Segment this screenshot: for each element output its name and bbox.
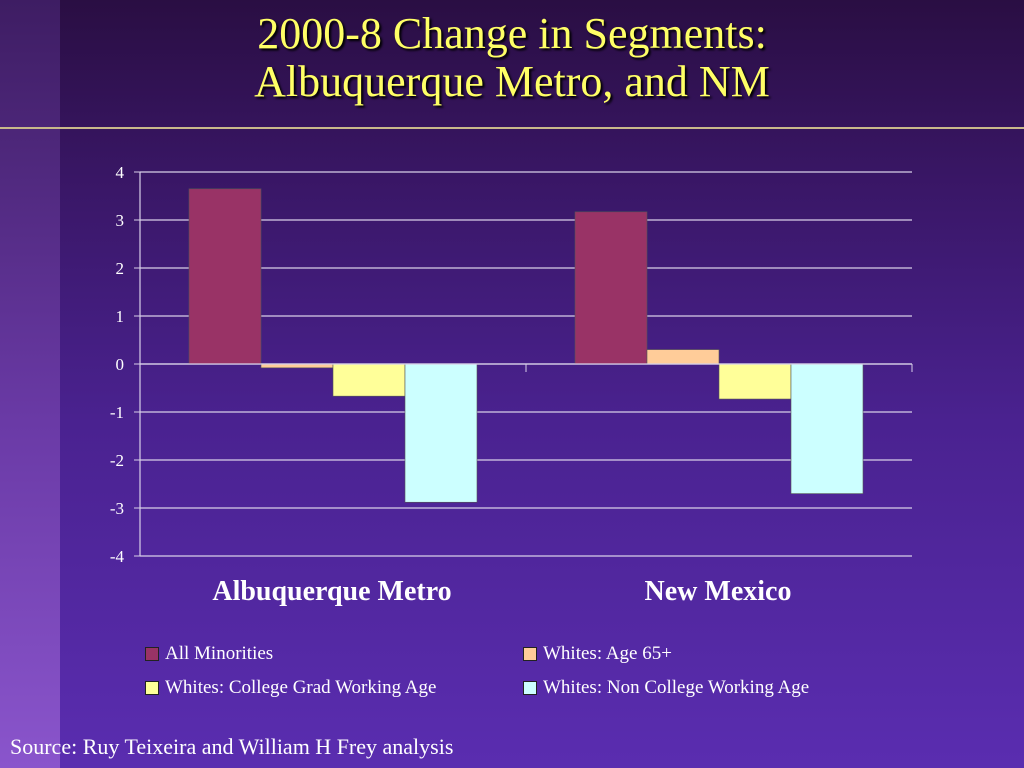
y-tick-label: -3 xyxy=(110,499,124,518)
bars xyxy=(188,188,864,503)
bar xyxy=(404,363,478,503)
legend-swatch xyxy=(145,681,159,695)
legend-item-all-minorities: All Minorities xyxy=(145,643,273,665)
legend-swatch xyxy=(523,681,537,695)
source-note: Source: Ruy Teixeira and William H Frey … xyxy=(10,734,454,759)
bar xyxy=(574,211,648,365)
bar xyxy=(718,363,792,400)
legend-swatch xyxy=(523,647,537,661)
category-label-albuquerque-metro: Albuquerque Metro xyxy=(212,576,452,607)
title-line-1: 2000-8 Change in Segments: xyxy=(257,9,767,58)
legend-swatch xyxy=(145,647,159,661)
legend-label: Whites: College Grad Working Age xyxy=(165,677,437,698)
y-tick-label: -4 xyxy=(110,547,125,566)
title-divider xyxy=(0,127,1024,129)
legend-label: Whites: Age 65+ xyxy=(543,643,672,664)
y-tick-label: 1 xyxy=(116,307,125,326)
bar xyxy=(332,363,406,397)
legend-item-whites-non-college: Whites: Non College Working Age xyxy=(523,677,809,699)
y-tick-label: 4 xyxy=(116,163,125,182)
y-tick-label: 2 xyxy=(116,259,125,278)
y-tick-label: 3 xyxy=(116,211,125,230)
legend-item-whites-age-65: Whites: Age 65+ xyxy=(523,643,672,665)
legend-label: All Minorities xyxy=(165,643,274,664)
title-line-2: Albuquerque Metro, and NM xyxy=(254,57,770,106)
y-tick-label: 0 xyxy=(116,355,125,374)
legend-item-whites-college-grad: Whites: College Grad Working Age xyxy=(145,677,436,699)
y-tick-label: -1 xyxy=(110,403,124,422)
bar xyxy=(188,188,262,365)
category-label-new-mexico: New Mexico xyxy=(644,576,792,607)
slide-title: 2000-8 Change in Segments: Albuquerque M… xyxy=(60,10,964,106)
bar xyxy=(646,349,720,365)
legend-label: Whites: Non College Working Age xyxy=(543,677,810,698)
bar xyxy=(790,363,864,494)
y-tick-labels: 4 3 2 1 0 -1 -2 -3 -4 xyxy=(110,163,125,566)
axes xyxy=(134,171,913,557)
y-tick-label: -2 xyxy=(110,451,124,470)
